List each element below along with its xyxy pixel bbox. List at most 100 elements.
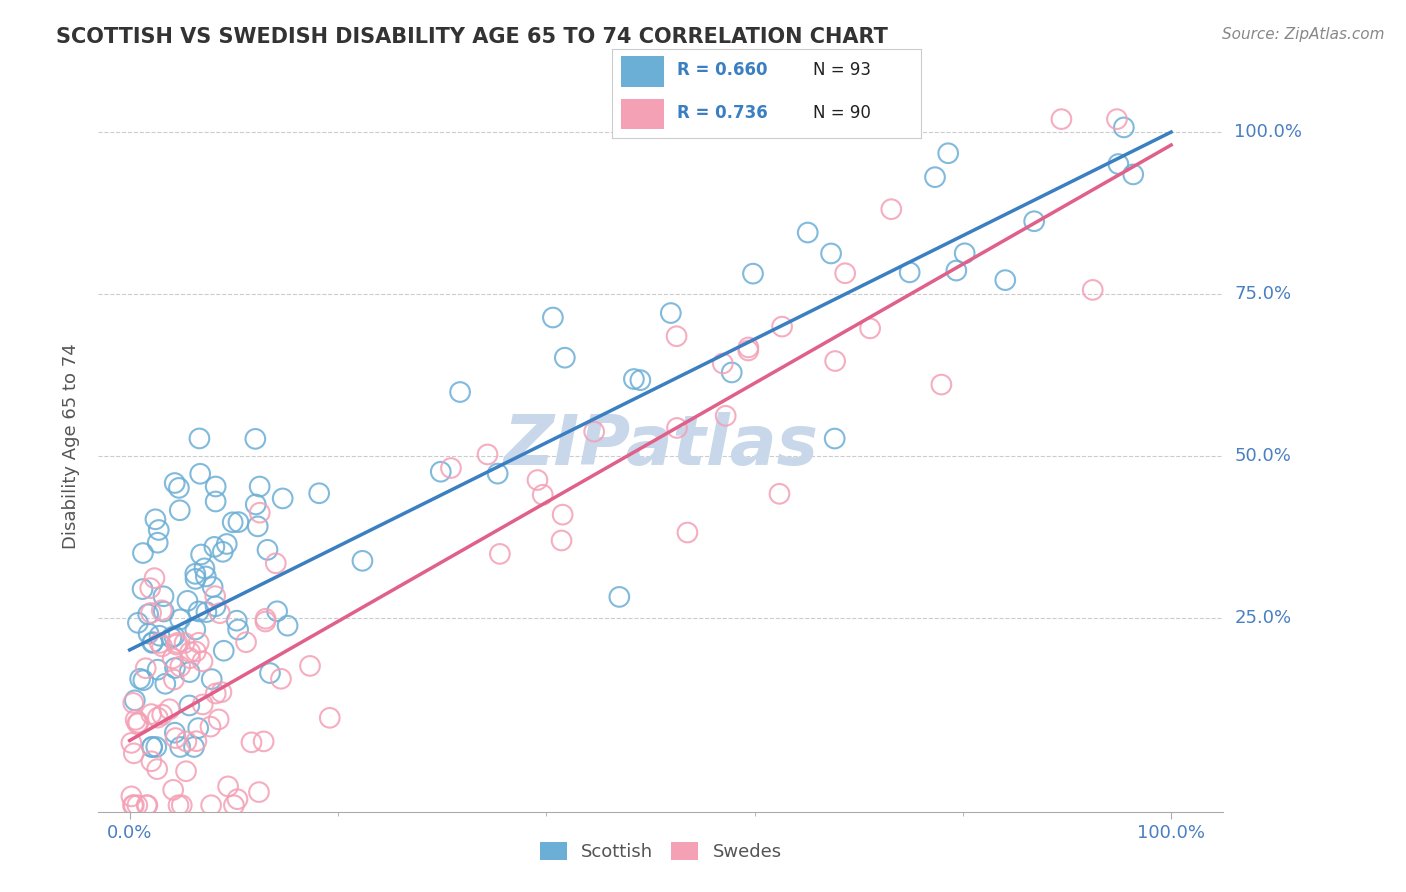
Point <box>124 713 146 727</box>
Point <box>526 473 548 487</box>
Point <box>127 798 149 813</box>
Point <box>135 798 157 813</box>
Point <box>186 734 208 748</box>
Point <box>217 780 239 794</box>
Point <box>179 665 201 679</box>
Point <box>550 533 572 548</box>
Text: SCOTTISH VS SWEDISH DISABILITY AGE 65 TO 74 CORRELATION CHART: SCOTTISH VS SWEDISH DISABILITY AGE 65 TO… <box>56 27 889 46</box>
Point <box>1105 112 1128 127</box>
Text: N = 90: N = 90 <box>813 104 870 122</box>
Point <box>489 547 512 561</box>
Point <box>628 373 651 387</box>
Point <box>145 512 167 526</box>
Point <box>271 491 294 506</box>
Point <box>148 523 170 537</box>
Point <box>179 651 201 665</box>
Point <box>176 734 198 748</box>
Point <box>222 798 245 813</box>
Point <box>166 636 188 650</box>
Point <box>204 589 226 603</box>
Point <box>221 516 243 530</box>
Point <box>711 356 734 370</box>
Point <box>208 606 231 620</box>
Point <box>204 494 226 508</box>
Point <box>859 321 882 335</box>
Point <box>245 432 267 446</box>
Point <box>994 273 1017 287</box>
Text: 50.0%: 50.0% <box>1234 447 1291 465</box>
Text: R = 0.736: R = 0.736 <box>676 104 768 122</box>
Point <box>208 713 231 727</box>
Text: ZIPatlas: ZIPatlas <box>503 412 818 480</box>
Point <box>247 785 270 799</box>
Point <box>1122 168 1144 182</box>
Point <box>277 618 299 632</box>
Point <box>270 672 292 686</box>
Point <box>770 319 793 334</box>
Point <box>945 263 967 277</box>
Point <box>266 604 288 618</box>
Point <box>201 580 224 594</box>
Point <box>249 506 271 520</box>
Point <box>200 720 222 734</box>
Point <box>254 615 277 629</box>
Point <box>141 707 163 722</box>
Point <box>226 623 249 637</box>
Point <box>298 659 321 673</box>
Point <box>162 783 184 797</box>
Point <box>623 372 645 386</box>
Point <box>211 545 233 559</box>
Point <box>245 498 267 512</box>
Point <box>259 666 281 681</box>
Point <box>163 476 186 491</box>
Point <box>179 698 201 713</box>
FancyBboxPatch shape <box>621 99 664 129</box>
Point <box>249 479 271 493</box>
Point <box>179 645 201 659</box>
Text: Source: ZipAtlas.com: Source: ZipAtlas.com <box>1222 27 1385 42</box>
Point <box>541 310 564 325</box>
Point <box>188 467 211 481</box>
Point <box>352 554 374 568</box>
Point <box>165 638 187 652</box>
Point <box>152 605 174 619</box>
Point <box>136 607 159 622</box>
Point <box>146 762 169 776</box>
Point <box>264 556 287 570</box>
Point <box>170 798 193 813</box>
Point <box>551 508 574 522</box>
Point <box>146 663 169 677</box>
Point <box>200 798 222 813</box>
Point <box>184 623 207 637</box>
Point <box>188 432 211 446</box>
Text: 75.0%: 75.0% <box>1234 285 1292 303</box>
Point <box>737 341 759 355</box>
Legend: Scottish, Swedes: Scottish, Swedes <box>533 835 789 869</box>
Point <box>167 798 190 813</box>
Point <box>737 343 759 358</box>
Point <box>124 693 146 707</box>
Point <box>204 479 226 493</box>
Point <box>163 673 186 687</box>
Point <box>820 246 842 260</box>
Point <box>797 226 820 240</box>
Point <box>235 635 257 649</box>
Point <box>132 546 155 560</box>
Point <box>319 711 342 725</box>
Point <box>131 582 153 596</box>
Point <box>132 673 155 688</box>
Point <box>659 306 682 320</box>
Point <box>135 661 157 675</box>
Point <box>742 267 765 281</box>
Point <box>139 581 162 595</box>
Point <box>138 626 160 640</box>
Point <box>1081 283 1104 297</box>
Text: 100.0%: 100.0% <box>1234 123 1302 141</box>
Point <box>204 599 226 614</box>
Point <box>146 711 169 725</box>
Point <box>169 612 191 626</box>
Point <box>173 636 195 650</box>
Text: N = 93: N = 93 <box>813 62 870 79</box>
Point <box>160 631 183 645</box>
Point <box>714 409 737 423</box>
